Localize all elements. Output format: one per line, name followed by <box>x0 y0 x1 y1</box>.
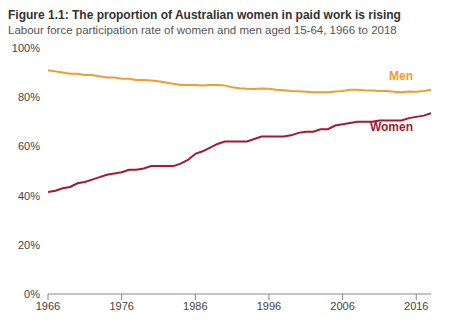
svg-text:1966: 1966 <box>36 300 60 312</box>
svg-text:Women: Women <box>370 120 413 134</box>
svg-text:40%: 40% <box>18 190 40 202</box>
svg-text:2016: 2016 <box>404 300 428 312</box>
html-text:Figure 1.1: The proportion of: Figure 1.1: The proportion of Australian… <box>8 8 401 22</box>
svg-text:100%: 100% <box>12 42 40 54</box>
svg-text:80%: 80% <box>18 91 40 103</box>
svg-text:Men: Men <box>389 69 413 83</box>
html-text:Labour force participation rat: Labour force participation rate of women… <box>8 24 397 36</box>
svg-text:60%: 60% <box>18 140 40 152</box>
svg-text:1986: 1986 <box>183 300 207 312</box>
svg-text:2006: 2006 <box>330 300 354 312</box>
svg-text:20%: 20% <box>18 239 40 251</box>
svg-text:0%: 0% <box>24 288 40 300</box>
svg-text:1976: 1976 <box>109 300 133 312</box>
svg-text:1996: 1996 <box>257 300 281 312</box>
